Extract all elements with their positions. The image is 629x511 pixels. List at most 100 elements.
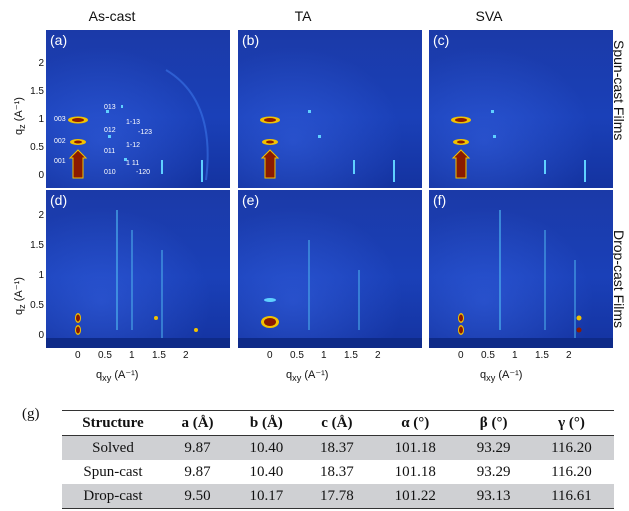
peak-label-012: 012 <box>104 127 116 134</box>
x-axis-label-e: qxy (A⁻¹) <box>286 368 328 383</box>
panel-b-peaks <box>260 110 395 182</box>
y-axis-label-q: q <box>13 308 25 315</box>
x-tick-0: 0 <box>75 350 81 361</box>
x-tick-2: 2 <box>375 350 381 361</box>
panel-a: (a) 003 002 001 013 012 011 010 1-13 -12… <box>46 30 230 188</box>
panel-label-a: (a) <box>50 32 68 48</box>
table-cell: 101.18 <box>394 463 436 480</box>
x-tick-2: 2 <box>566 350 572 361</box>
table-header-cell: b (Å) <box>231 410 302 436</box>
table-cell: 93.13 <box>458 484 529 509</box>
table-row: Drop-cast 9.50 10.17 17.78 101.22 93.13 … <box>62 484 614 509</box>
panel-d-peaks <box>46 210 230 348</box>
x-axis-label-sub: xy <box>292 373 302 384</box>
peak-label-120: -120 <box>136 169 151 176</box>
panel-c-peaks <box>451 110 586 182</box>
table-header-cell: β (°) <box>458 410 529 436</box>
y-tick-1: 1 <box>38 114 44 125</box>
x-axis-label-unit: (A⁻¹) <box>301 369 329 381</box>
x-axis-label-unit: (A⁻¹) <box>495 369 523 381</box>
table-cell: Drop-cast <box>62 484 164 509</box>
column-title-ta: TA <box>294 8 312 24</box>
x-ticks-f: 0 0.5 1 1.5 2 <box>429 350 613 364</box>
lattice-parameter-table: Structure a (Å) b (Å) c (Å) α (°) β (°) … <box>62 410 614 509</box>
x-ticks-d: 0 0.5 1 1.5 2 <box>46 350 230 364</box>
x-axis-label-sub: xy <box>102 373 112 384</box>
table-cell: 18.37 <box>319 463 354 480</box>
panel-label-d: (d) <box>50 192 68 208</box>
row-title-drop-cast: Drop-cast Films <box>611 230 627 329</box>
peak-label-011: 011 <box>104 148 116 155</box>
peak-label-111: 1 11 <box>126 160 140 167</box>
y-tick-0: 0 <box>38 330 44 341</box>
table-cell: 93.29 <box>476 463 511 480</box>
x-tick-1: 1 <box>129 350 135 361</box>
table-row: Spun-cast 9.87 10.40 18.37 101.18 93.29 … <box>62 460 614 484</box>
x-tick-0: 0 <box>267 350 273 361</box>
table-row: Solved 9.87 10.40 18.37 101.18 93.29 116… <box>62 435 614 460</box>
table-cell: 116.20 <box>551 463 592 480</box>
peak-label-010: 010 <box>104 169 116 176</box>
x-axis-label-f: qxy (A⁻¹) <box>480 368 522 383</box>
panel-label-c: (c) <box>433 32 450 48</box>
x-ticks-e: 0 0.5 1 1.5 2 <box>238 350 422 364</box>
x-tick-2: 2 <box>183 350 189 361</box>
table-cell: Spun-cast <box>83 463 143 480</box>
y-tick-0: 0 <box>38 170 44 181</box>
peak-label-1-13: 1-13 <box>126 119 141 126</box>
x-tick-0-5: 0.5 <box>98 350 112 361</box>
y-tick-0-5: 0.5 <box>30 142 44 153</box>
y-axis-label-unit: (A⁻¹) <box>13 277 25 305</box>
table-cell: 9.50 <box>164 484 232 509</box>
table-cell: Solved <box>62 435 164 460</box>
y-tick-2: 2 <box>38 58 44 69</box>
table-cell: 101.22 <box>372 484 459 509</box>
y-ticks-top: 2 1.5 1 0.5 0 <box>30 30 46 188</box>
table-cell: 10.40 <box>249 463 284 480</box>
x-tick-1-5: 1.5 <box>344 350 358 361</box>
y-tick-0-5: 0.5 <box>30 300 44 311</box>
y-axis-label-bottom: qz (A⁻¹) <box>12 277 27 315</box>
y-tick-1-5: 1.5 <box>30 240 44 251</box>
y-axis-label-q: q <box>13 128 25 135</box>
peak-label-013: 013 <box>104 104 116 111</box>
x-axis-label-d: qxy (A⁻¹) <box>96 368 138 383</box>
table-container: Structure a (Å) b (Å) c (Å) α (°) β (°) … <box>62 410 614 509</box>
panel-e: (e) <box>238 190 422 348</box>
y-tick-2: 2 <box>38 210 44 221</box>
y-ticks-bottom: 2 1.5 1 0.5 0 <box>30 190 46 348</box>
row-title-spun-cast: Spun-cast Films <box>611 40 627 141</box>
x-axis-label-sub: xy <box>486 373 496 384</box>
table-cell: 18.37 <box>301 435 373 460</box>
panel-c: (c) <box>429 30 613 188</box>
panel-label-e: (e) <box>242 192 260 208</box>
x-tick-1: 1 <box>321 350 327 361</box>
peak-label-123: -123 <box>138 129 153 136</box>
panel-label-b: (b) <box>242 32 260 48</box>
y-axis-label-top: qz (A⁻¹) <box>12 97 27 135</box>
peak-label-002: 002 <box>54 138 66 145</box>
y-axis-label-unit: (A⁻¹) <box>13 97 25 125</box>
table-cell: 101.18 <box>372 435 459 460</box>
table-label: (g) <box>22 406 40 422</box>
table-header-cell: Structure <box>62 410 164 436</box>
table-header-cell: a (Å) <box>164 410 232 436</box>
table-cell: 10.17 <box>231 484 302 509</box>
panel-label-f: (f) <box>433 192 447 208</box>
panel-b: (b) <box>238 30 422 188</box>
table-cell: 9.87 <box>164 435 232 460</box>
panel-f: (f) <box>429 190 613 348</box>
x-tick-1-5: 1.5 <box>152 350 166 361</box>
table-cell: 9.87 <box>184 463 211 480</box>
table-header-cell: γ (°) <box>528 410 614 436</box>
column-title-sva: SVA <box>475 8 503 24</box>
peak-label-001: 001 <box>54 158 66 165</box>
table-header-row: Structure a (Å) b (Å) c (Å) α (°) β (°) … <box>62 410 614 436</box>
x-tick-1: 1 <box>512 350 518 361</box>
x-axis-label-unit: (A⁻¹) <box>111 369 139 381</box>
x-tick-1-5: 1.5 <box>535 350 549 361</box>
panel-e-peaks <box>238 240 422 348</box>
y-axis-label-sub: z <box>17 124 28 129</box>
y-axis-label-sub: z <box>17 304 28 309</box>
peak-label-1-12: 1-12 <box>126 142 141 149</box>
